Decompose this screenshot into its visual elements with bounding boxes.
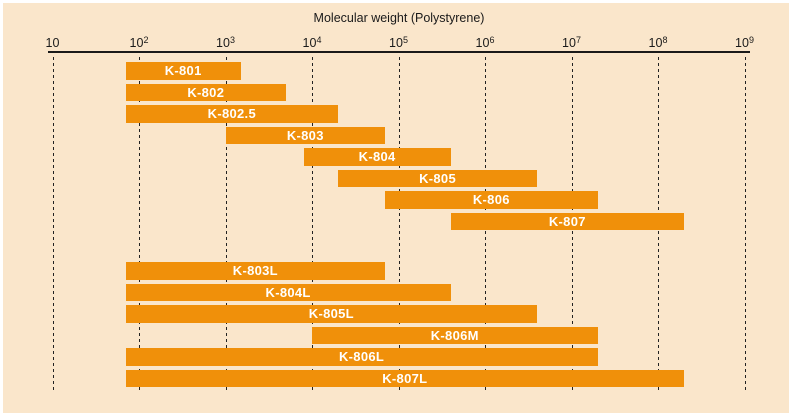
range-bar-k-806m: K-806M — [312, 326, 598, 344]
range-bar-k-803l: K-803L — [125, 262, 386, 280]
gridline-10 — [52, 57, 54, 391]
gridline-104 — [312, 57, 313, 391]
range-bar-k-804l: K-804L — [125, 283, 451, 301]
x-tick-label-105: 105 — [389, 35, 408, 51]
chart-title: Molecular weight (Polystyrene) — [313, 11, 485, 25]
range-bar-label: K-803L — [232, 263, 278, 278]
range-bar-k-802.5: K-802.5 — [125, 105, 339, 123]
range-bar-k-803: K-803 — [225, 126, 386, 144]
x-tick-label-102: 102 — [129, 35, 149, 51]
gridline-103 — [225, 57, 227, 391]
range-bar-label: K-804L — [265, 284, 311, 300]
x-tick-label-10: 10 — [45, 36, 60, 50]
range-bar-label: K-805 — [419, 170, 456, 186]
range-bar-label: K-806L — [338, 349, 385, 364]
range-bar-k-806l: K-806L — [125, 348, 598, 366]
range-bar-k-807: K-807 — [450, 212, 685, 230]
x-tick-label-104: 104 — [302, 35, 322, 51]
range-bar-k-806: K-806 — [385, 191, 598, 209]
x-tick-label-107: 107 — [562, 35, 581, 51]
range-bar-label: K-807L — [382, 370, 428, 386]
x-tick-label-103: 103 — [216, 35, 235, 51]
x-tick-label-109: 109 — [735, 35, 754, 51]
range-bar-label: K-802 — [187, 84, 225, 100]
x-tick-label-106: 106 — [475, 35, 495, 51]
range-bar-label: K-806M — [430, 327, 479, 343]
range-bar-k-802: K-802 — [125, 83, 286, 101]
range-bar-label: K-803 — [286, 127, 324, 143]
range-bar-label: K-807 — [548, 213, 586, 229]
range-bar-label: K-801 — [164, 63, 202, 78]
range-bar-label: K-806 — [472, 192, 510, 207]
range-bar-label: K-802.5 — [207, 106, 256, 121]
range-bar-label: K-805L — [308, 306, 354, 321]
x-tick-label-108: 108 — [648, 35, 668, 51]
gridline-102 — [139, 57, 140, 391]
gridline-105 — [398, 57, 400, 391]
range-bar-k-804: K-804 — [303, 148, 451, 166]
gridline-109 — [744, 57, 746, 391]
x-axis-line — [48, 51, 750, 53]
range-bar-k-805: K-805 — [338, 169, 538, 187]
range-bar-k-807l: K-807L — [125, 369, 685, 387]
range-bar-label: K-804 — [358, 149, 396, 164]
range-bar-k-801: K-801 — [125, 62, 241, 80]
range-bar-k-805l: K-805L — [125, 305, 538, 323]
